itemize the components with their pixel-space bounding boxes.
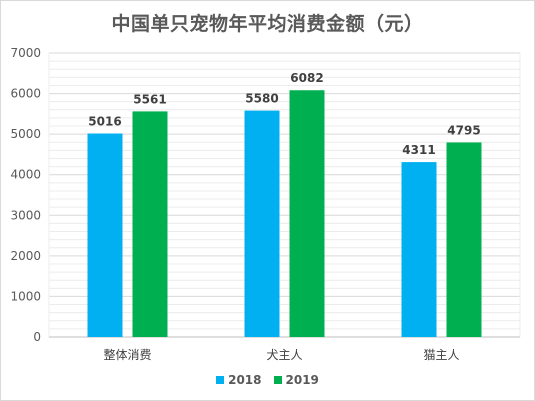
legend-label-2018: 2018 xyxy=(228,373,262,387)
bar-2019-0 xyxy=(132,111,168,337)
y-tick-label: 5000 xyxy=(10,127,41,141)
legend-swatch-2018 xyxy=(216,376,225,384)
chart-title: 中国单只宠物年平均消费金额（元） xyxy=(111,13,424,35)
legend-item-2018: 2018 xyxy=(216,373,262,387)
data-label-2018-0: 5016 xyxy=(88,114,121,128)
y-tick-label: 7000 xyxy=(10,46,41,60)
y-tick-label: 1000 xyxy=(10,289,41,303)
bar-2018-2 xyxy=(401,162,437,337)
y-tick-label: 4000 xyxy=(10,168,41,182)
y-tick-label: 2000 xyxy=(10,249,41,263)
legend-item-2019: 2019 xyxy=(273,373,319,387)
y-tick-label: 3000 xyxy=(10,208,41,222)
x-category-label: 整体消费 xyxy=(103,347,151,362)
x-category-label: 猫主人 xyxy=(423,348,459,362)
data-label-2019-0: 5561 xyxy=(133,92,166,106)
bar-2019-1 xyxy=(289,90,325,337)
y-tick-label: 0 xyxy=(33,330,41,344)
data-label-2019-1: 6082 xyxy=(290,71,323,85)
bar-2018-0 xyxy=(87,133,123,337)
bar-2019-2 xyxy=(446,142,482,337)
data-label-2018-1: 5580 xyxy=(245,92,278,106)
legend-label-2019: 2019 xyxy=(285,373,319,387)
data-label-2018-2: 4311 xyxy=(402,143,435,157)
x-category-label: 犬主人 xyxy=(266,348,302,362)
legend-swatch-2019 xyxy=(273,376,282,384)
legend: 2018 2019 xyxy=(1,373,534,387)
data-label-2019-2: 4795 xyxy=(447,123,480,137)
bar-2018-1 xyxy=(244,110,280,338)
y-tick-label: 6000 xyxy=(10,87,41,101)
